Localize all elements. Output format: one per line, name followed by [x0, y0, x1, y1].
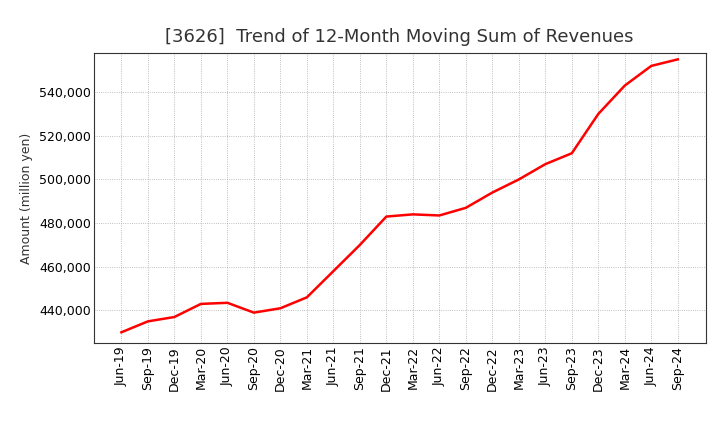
Title: [3626]  Trend of 12-Month Moving Sum of Revenues: [3626] Trend of 12-Month Moving Sum of R…	[166, 28, 634, 46]
Y-axis label: Amount (million yen): Amount (million yen)	[20, 132, 33, 264]
